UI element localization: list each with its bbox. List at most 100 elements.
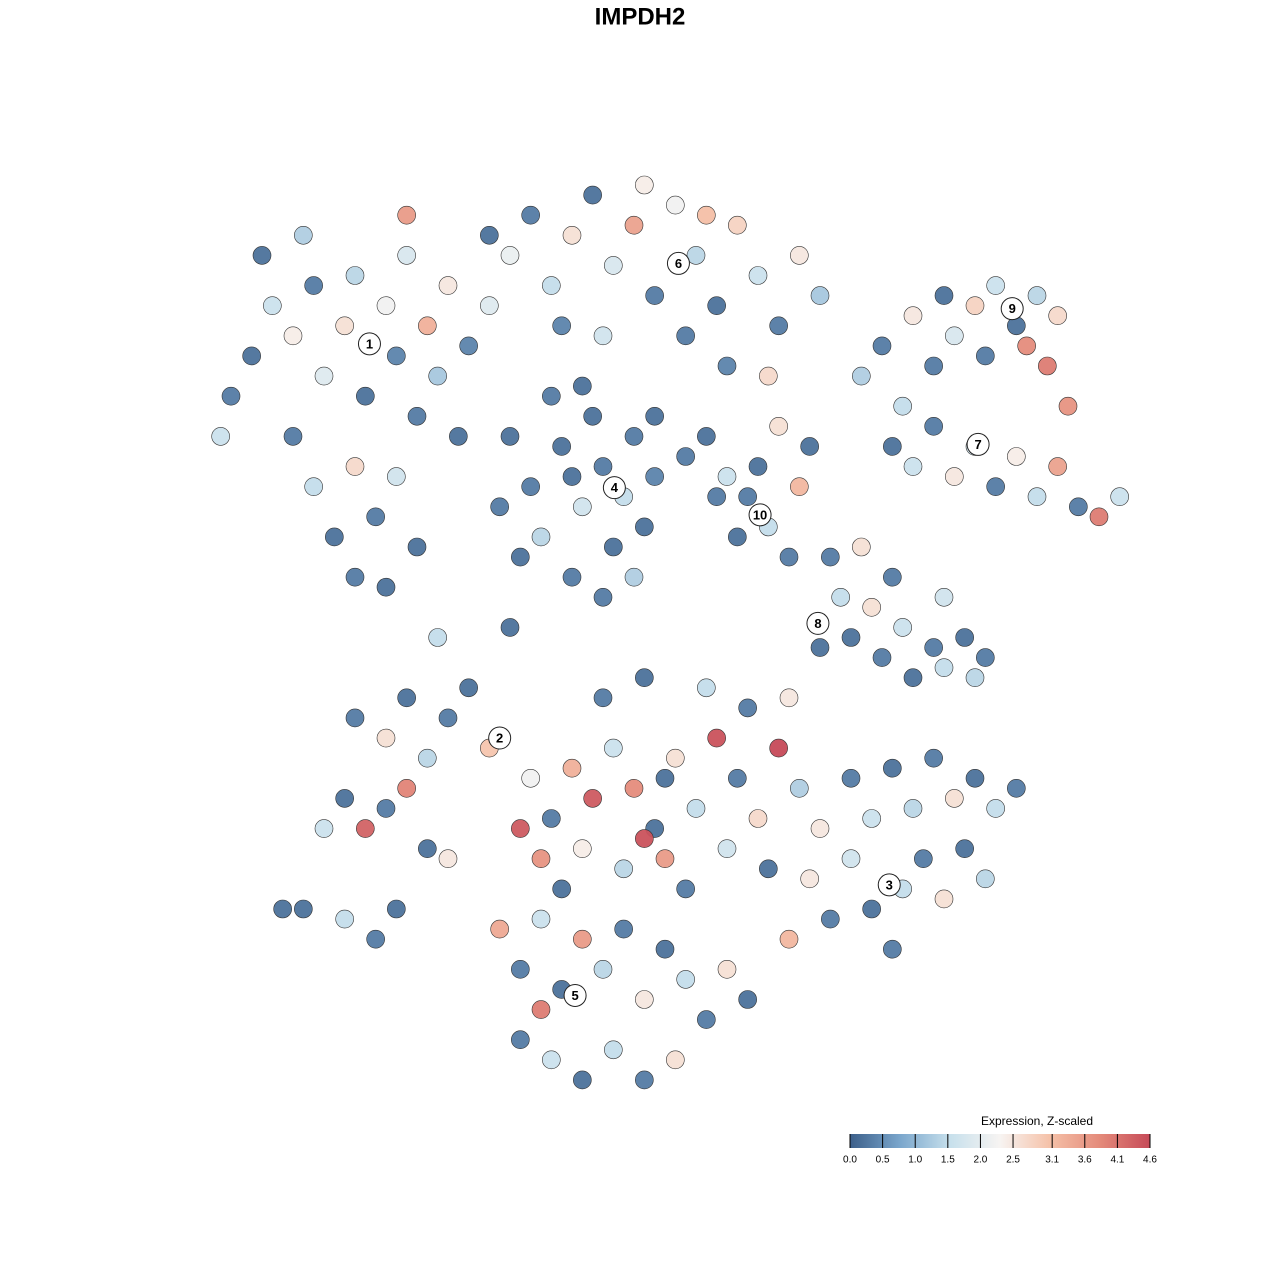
point	[697, 205, 716, 225]
point	[800, 869, 819, 889]
point	[304, 477, 323, 496]
point	[686, 799, 706, 818]
point	[1017, 336, 1036, 356]
point	[542, 1050, 561, 1070]
point	[635, 990, 654, 1009]
point	[294, 899, 313, 919]
cluster-label: 5	[571, 988, 578, 1003]
colorbar-tick-label: 0.5	[876, 1155, 890, 1166]
point	[1007, 779, 1026, 798]
point	[738, 990, 757, 1009]
point	[635, 829, 654, 848]
point	[428, 366, 447, 386]
point	[1069, 497, 1088, 517]
point	[418, 839, 437, 858]
cluster-marker	[602, 476, 626, 500]
point	[624, 427, 644, 446]
point	[872, 336, 892, 356]
point	[635, 668, 654, 688]
point	[810, 819, 830, 838]
point	[1027, 487, 1047, 507]
point	[573, 497, 592, 517]
point	[655, 939, 675, 959]
point	[335, 316, 354, 336]
point	[624, 567, 644, 587]
cluster-labels: 1 6 9 7 4 10 8 2 3 5	[357, 251, 1024, 1007]
point	[748, 809, 768, 828]
point	[1110, 487, 1129, 507]
legend-title: Expression, Z-scaled	[981, 1114, 1093, 1128]
point	[438, 708, 458, 728]
point	[511, 960, 530, 979]
point	[976, 648, 995, 667]
point	[717, 467, 737, 486]
point	[748, 266, 768, 285]
point	[779, 547, 799, 567]
point	[934, 658, 954, 677]
point	[573, 1070, 592, 1090]
point	[893, 618, 912, 637]
colorbar-tick-label: 1.0	[908, 1155, 922, 1166]
point	[376, 577, 396, 597]
point	[624, 215, 644, 235]
point	[666, 1050, 685, 1070]
point	[345, 266, 365, 285]
chart-title: IMPDH2	[595, 3, 686, 30]
point	[707, 487, 726, 507]
point	[676, 970, 695, 989]
point	[418, 316, 437, 336]
point	[697, 1010, 716, 1029]
point	[831, 587, 850, 607]
point	[769, 417, 788, 436]
point	[573, 839, 592, 858]
point	[728, 768, 747, 788]
point	[593, 457, 613, 476]
point	[655, 849, 675, 869]
point	[500, 427, 520, 446]
point	[852, 366, 871, 386]
point	[490, 919, 509, 939]
point	[366, 929, 385, 949]
point	[304, 276, 323, 295]
point	[986, 799, 1005, 818]
point	[666, 748, 685, 768]
point	[283, 326, 303, 346]
point	[407, 406, 427, 426]
point	[583, 185, 602, 205]
point	[945, 326, 964, 346]
point	[965, 768, 985, 788]
point	[945, 789, 964, 808]
point	[604, 738, 623, 758]
point	[1048, 306, 1067, 326]
point	[221, 386, 241, 406]
cluster-label: 9	[1009, 301, 1016, 316]
cluster-label: 7	[974, 437, 981, 452]
cluster-marker	[357, 332, 381, 356]
colorbar-tick-label: 3.1	[1045, 1155, 1059, 1166]
point	[748, 457, 768, 476]
point	[397, 246, 416, 265]
point	[790, 477, 809, 496]
point	[521, 205, 540, 225]
point	[428, 628, 447, 647]
colorbar-tick-label: 0.0	[843, 1155, 857, 1166]
point	[593, 587, 613, 607]
point	[1007, 447, 1026, 466]
point	[531, 1000, 551, 1019]
point	[934, 286, 954, 305]
point	[397, 205, 416, 225]
point	[707, 296, 726, 315]
point	[500, 246, 520, 265]
point	[397, 688, 416, 708]
point	[934, 587, 954, 607]
point	[542, 809, 561, 828]
point	[955, 628, 974, 647]
point	[728, 527, 747, 547]
point	[356, 386, 375, 406]
point	[635, 1070, 654, 1090]
point	[449, 427, 468, 446]
colorbar-tick-label: 2.0	[973, 1155, 987, 1166]
point	[821, 909, 840, 929]
point	[376, 799, 396, 818]
cluster-marker	[488, 726, 512, 750]
